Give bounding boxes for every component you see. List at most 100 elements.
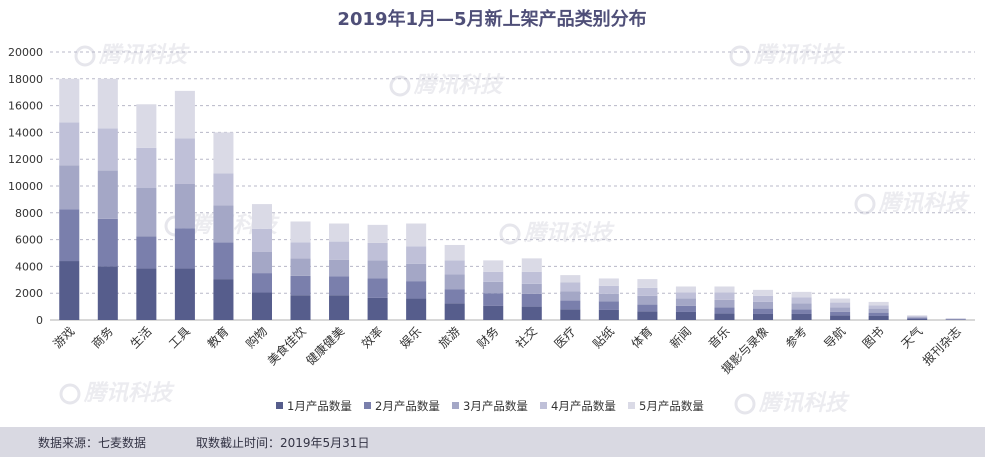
bar-segment (213, 205, 234, 243)
bar-segment (290, 221, 311, 243)
bar-stack (753, 289, 774, 320)
watermark-text: 腾讯科技 (523, 221, 615, 246)
legend-swatch (628, 402, 635, 409)
y-tick-label: 6000 (15, 234, 43, 247)
bar-segment (791, 303, 812, 310)
bar-stack (521, 258, 542, 320)
x-tick-label: 报刊杂志 (919, 324, 964, 369)
cutoff-date-text: 取数截止时间：2019年5月31日 (196, 436, 370, 450)
bar-segment (753, 289, 774, 296)
y-axis: 0 2000 4000 6000 8000 10000 12000 14000 16000 180… (8, 46, 43, 327)
bar-segment (637, 295, 658, 305)
watermark: 腾讯科技 (729, 43, 845, 68)
bars (59, 78, 966, 320)
bar-stack (367, 224, 388, 320)
bar-segment (483, 271, 504, 282)
bar-segment (406, 246, 427, 264)
bar-stack (907, 315, 928, 320)
bar-segment (637, 304, 658, 312)
x-tick-label: 效率 (358, 324, 386, 352)
bar-segment (598, 301, 619, 310)
bar-segment (907, 316, 928, 318)
bar-stack (637, 279, 658, 320)
bar-segment (290, 258, 311, 276)
bar-segment (830, 315, 851, 320)
bar-segment (251, 204, 272, 229)
bar-segment (598, 278, 619, 286)
bar-segment (97, 128, 118, 171)
bar-segment (483, 281, 504, 294)
gridlines (50, 51, 975, 321)
bar-stack (59, 78, 80, 320)
legend-item: 5月产品数量 (628, 399, 704, 413)
bar-segment (406, 263, 427, 282)
bar-segment (59, 78, 80, 123)
legend-label: 2月产品数量 (375, 399, 440, 413)
y-tick-label: 8000 (15, 207, 43, 220)
x-tick-label: 教育 (204, 324, 232, 352)
watermark-text: 腾讯科技 (98, 43, 190, 68)
bar-segment (560, 282, 581, 292)
bar-stack (213, 132, 234, 320)
bar-segment (174, 183, 195, 229)
x-tick-label: 音乐 (705, 324, 733, 352)
bar-segment (97, 78, 118, 129)
bar-segment (174, 90, 195, 139)
bar-stack (675, 286, 696, 320)
bar-segment (675, 298, 696, 306)
bar-segment (329, 259, 350, 277)
legend-swatch (452, 402, 459, 409)
legend-swatch (276, 402, 283, 409)
legend-item: 4月产品数量 (540, 399, 616, 413)
bar-segment (791, 313, 812, 320)
bar-stack (560, 275, 581, 320)
bar-stack (251, 204, 272, 320)
bar-segment (483, 260, 504, 272)
bar-segment (444, 260, 465, 275)
bar-segment (560, 309, 581, 320)
bar-segment (329, 276, 350, 296)
bar-stack (868, 301, 889, 320)
bar-segment (521, 271, 542, 284)
bar-stack (945, 318, 966, 320)
bar-segment (791, 309, 812, 314)
x-tick-label: 社交 (512, 324, 540, 352)
bar-segment (675, 311, 696, 320)
x-tick-label: 财务 (474, 324, 502, 352)
chart-title: 2019年1月—5月新上架产品类别分布 (337, 8, 646, 30)
bar-segment (136, 147, 157, 189)
bar-segment (753, 295, 774, 302)
legend-label: 5月产品数量 (639, 399, 704, 413)
bar-segment (830, 298, 851, 303)
bar-segment (174, 138, 195, 184)
watermark: 腾讯科技 (734, 391, 850, 416)
y-tick-label: 14000 (8, 126, 43, 139)
bar-segment (406, 281, 427, 299)
bar-segment (868, 312, 889, 316)
y-tick-label: 18000 (8, 73, 43, 86)
footer-bar: 数据来源：七麦数据 取数截止时间：2019年5月31日 (0, 427, 985, 457)
bar-stack (97, 78, 118, 320)
bar-segment (406, 223, 427, 247)
bar-segment (791, 297, 812, 304)
x-tick-label: 图书 (860, 324, 887, 351)
legend-label: 4月产品数量 (551, 399, 616, 413)
bar-stack (174, 90, 195, 320)
bar-segment (868, 315, 889, 320)
bar-segment (521, 293, 542, 307)
bar-segment (59, 122, 80, 166)
bar-stack (290, 221, 311, 320)
bar-segment (213, 279, 234, 320)
bar-segment (560, 275, 581, 283)
bar-segment (791, 291, 812, 298)
x-tick-label: 购物 (243, 324, 271, 352)
bar-segment (251, 292, 272, 320)
watermark: 腾讯科技 (854, 191, 970, 216)
y-tick-label: 10000 (8, 180, 43, 193)
bar-segment (97, 266, 118, 320)
bar-segment (907, 318, 928, 320)
bar-segment (444, 244, 465, 261)
bar-segment (907, 315, 928, 317)
bar-segment (290, 242, 311, 259)
